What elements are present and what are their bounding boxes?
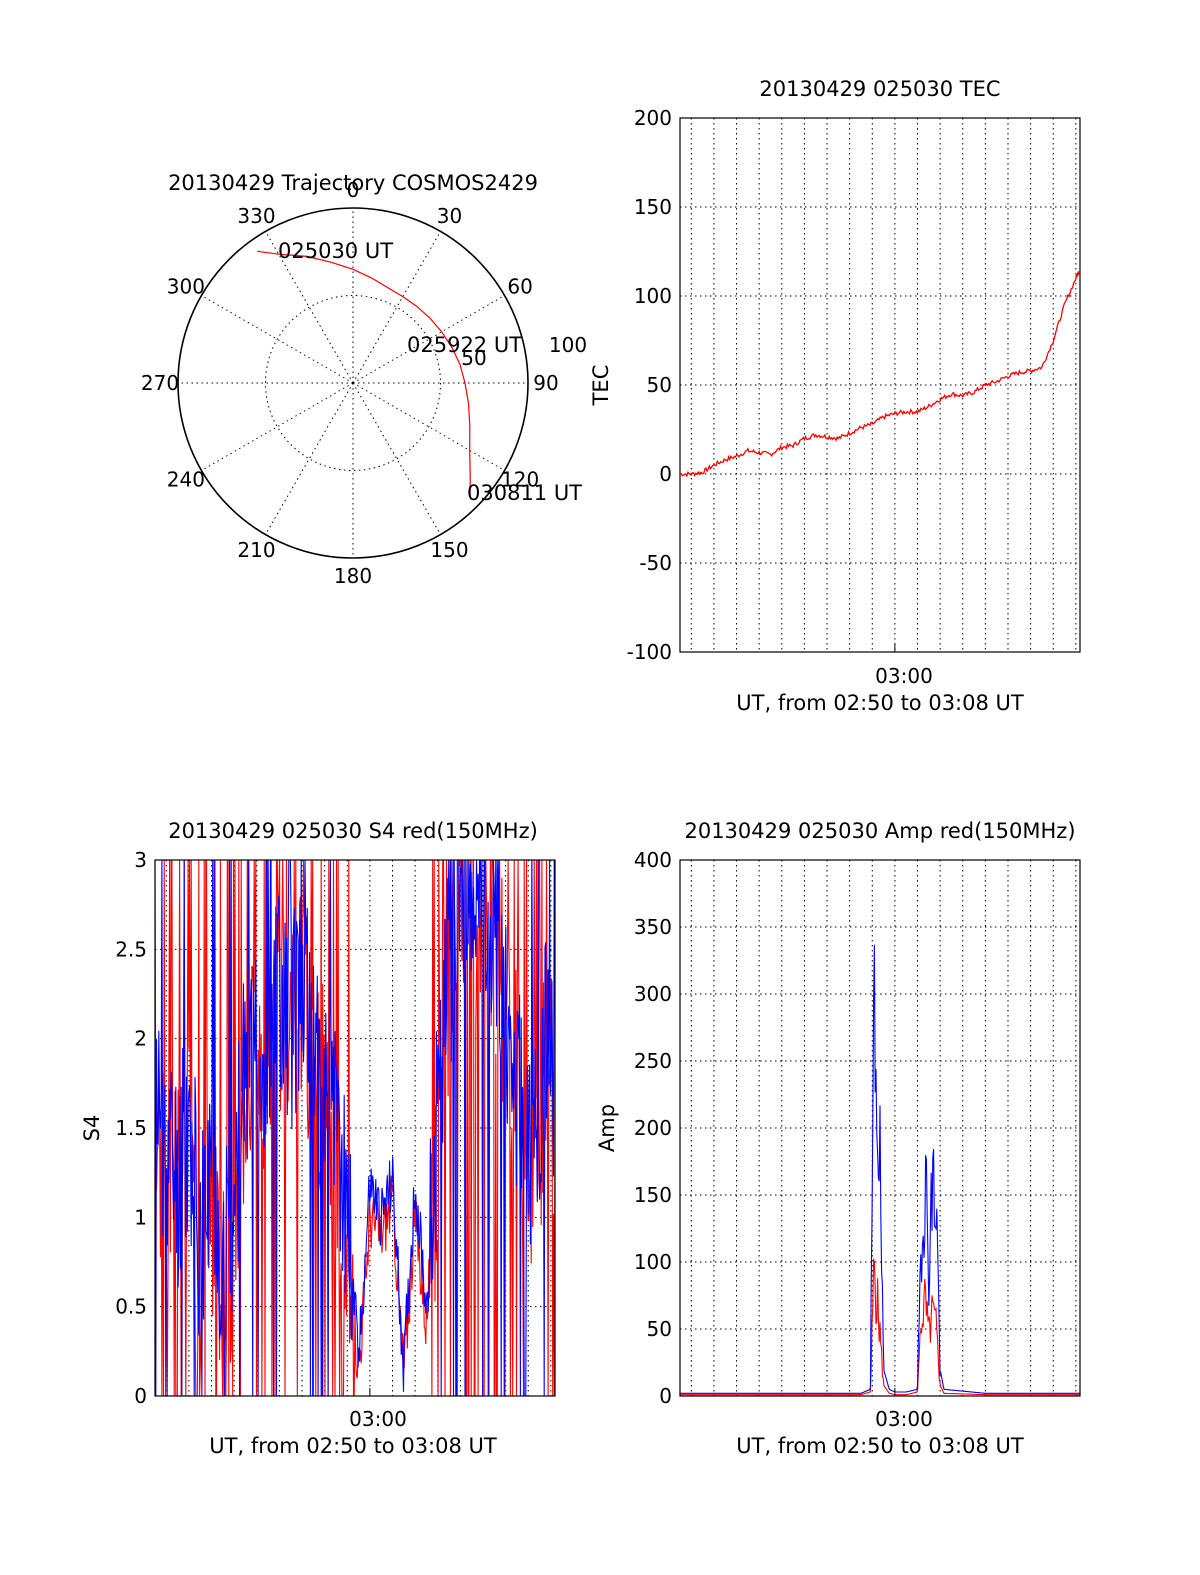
polar-angle-label: 300 <box>167 275 205 299</box>
annotation-start-time: 025030 UT <box>278 239 393 263</box>
y-tick-label: 2.5 <box>115 937 147 961</box>
y-tick-label: 350 <box>634 915 672 939</box>
y-tick-label: 0 <box>659 462 672 486</box>
annotation-end-time: 030811 UT <box>467 481 582 505</box>
s4-panel: 20130429 025030 S4 red(150MHz) 3 2.5 2 1.5 1… <box>80 819 556 1458</box>
polar-radius-label-50: 50 <box>461 346 486 370</box>
polar-angle-label: 90 <box>533 371 558 395</box>
tec-y-label: TEC <box>589 365 613 407</box>
y-tick-label: -100 <box>627 640 672 664</box>
y-tick-label: 150 <box>634 1183 672 1207</box>
y-tick-label: 400 <box>634 848 672 872</box>
tec-x-tick-label: 03:00 <box>875 664 933 688</box>
polar-radius-label-100: 100 <box>549 333 587 357</box>
tec-y-ticks: 200 150 100 50 0 -50 -100 <box>627 106 896 664</box>
y-tick-label: 200 <box>634 106 672 130</box>
tec-grid <box>680 118 1080 652</box>
polar-angle-label: 210 <box>237 538 275 562</box>
polar-spoke <box>352 295 505 384</box>
polar-angle-label: 180 <box>334 564 372 588</box>
polar-angle-label: 60 <box>507 275 532 299</box>
polar-panel: 20130429 Trajectory COSMOS2429 0 30 60 90 12… <box>141 171 587 588</box>
polar-outer-circle <box>177 207 529 559</box>
y-tick-label: 2 <box>134 1027 147 1051</box>
polar-spoke <box>352 231 441 384</box>
y-tick-label: 1.5 <box>115 1116 147 1140</box>
polar-spoke <box>265 231 354 384</box>
polar-angle-label: 0 <box>347 178 360 202</box>
tec-series-line <box>679 270 1081 478</box>
polar-spoke <box>201 295 354 384</box>
y-tick-label: 50 <box>647 1317 672 1341</box>
y-tick-label: 1 <box>134 1205 147 1229</box>
y-tick-label: 0 <box>134 1384 147 1408</box>
s4-x-tick-label: 03:00 <box>349 1407 407 1431</box>
s4-y-ticks: 3 2.5 2 1.5 1 0.5 0 <box>115 848 371 1408</box>
polar-grid <box>178 208 528 558</box>
amp-series-line <box>680 944 1080 1394</box>
amp-y-label: Amp <box>595 1104 619 1152</box>
s4-blue-series <box>154 859 556 1397</box>
trajectory-line <box>257 250 471 497</box>
y-tick-label: 3 <box>134 848 147 872</box>
amp-title: 20130429 025030 Amp red(150MHz) <box>684 819 1075 843</box>
amp-panel: 20130429 025030 Amp red(150MHz) 400 350 30… <box>595 819 1081 1458</box>
polar-radius-ring <box>265 295 441 471</box>
y-tick-label: 0 <box>659 1384 672 1408</box>
s4-title: 20130429 025030 S4 red(150MHz) <box>168 819 538 843</box>
s4-x-label: UT, from 02:50 to 03:08 UT <box>209 1434 497 1458</box>
polar-spoke <box>265 382 354 535</box>
polar-angle-label: 270 <box>141 371 179 395</box>
tec-x-label: UT, from 02:50 to 03:08 UT <box>736 691 1024 715</box>
polar-spoke <box>352 382 441 535</box>
tec-title: 20130429 025030 TEC <box>759 77 1000 101</box>
s4-plot-frame <box>154 859 556 1397</box>
polar-angle-label: 240 <box>167 468 205 492</box>
y-tick-label: 100 <box>634 1250 672 1274</box>
polar-angle-label: 120 <box>501 468 539 492</box>
tec-panel: 20130429 025030 TEC 200150100500-50-100 … <box>589 77 1081 715</box>
polar-angle-label: 30 <box>437 204 462 228</box>
y-tick-label: 300 <box>634 982 672 1006</box>
amp-x-label: UT, from 02:50 to 03:08 UT <box>736 1434 1024 1458</box>
amp-plot-frame <box>679 859 1081 1397</box>
y-tick-label: 150 <box>634 195 672 219</box>
y-tick-label: 200 <box>634 1116 672 1140</box>
polar-spoke <box>352 382 505 471</box>
y-tick-label: 250 <box>634 1049 672 1073</box>
amp-series <box>680 944 1080 1396</box>
y-tick-label: -50 <box>639 551 672 575</box>
y-tick-label: 100 <box>634 284 672 308</box>
tec-plot-frame <box>679 117 1081 653</box>
polar-spoke <box>201 382 354 471</box>
polar-angle-labels: 0 30 60 90 120 150 180 210 240 270 300 330 <box>141 178 559 588</box>
polar-angle-label: 150 <box>430 538 468 562</box>
annotation-mid-time: 025922 UT <box>407 333 522 357</box>
s4-series-line <box>154 859 556 1397</box>
y-tick-label: 0.5 <box>115 1295 147 1319</box>
amp-series-line <box>680 1258 1080 1396</box>
y-tick-label: 50 <box>647 373 672 397</box>
polar-title: 20130429 Trajectory COSMOS2429 <box>168 171 538 195</box>
amp-y-ticks: 400 350 300 250 200 150 100 50 0 <box>634 848 896 1408</box>
amp-x-tick-label: 03:00 <box>875 1407 933 1431</box>
s4-y-label: S4 <box>80 1115 104 1142</box>
polar-angle-label: 330 <box>237 204 275 228</box>
